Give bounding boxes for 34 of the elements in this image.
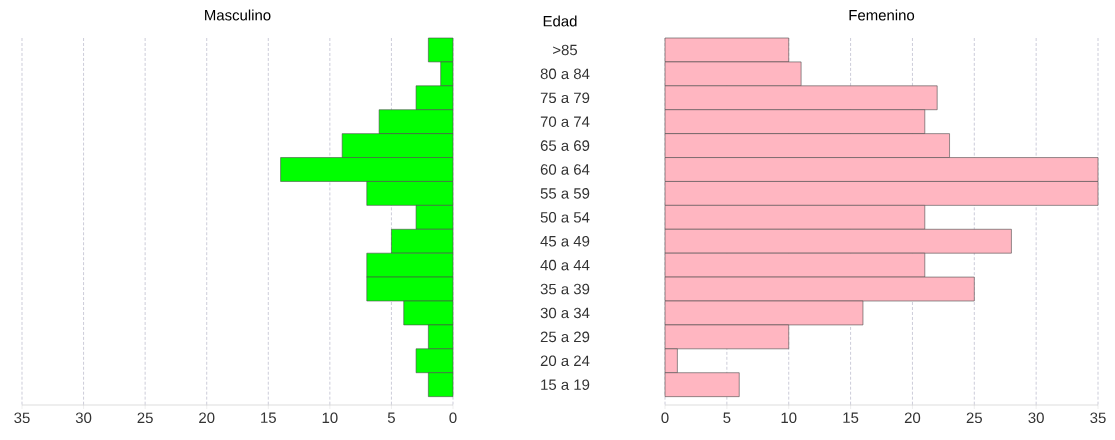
y-tick-label: 55 a 59: [540, 188, 590, 199]
x-tick-label: 0: [449, 412, 457, 424]
x-tick-label: 10: [322, 412, 338, 424]
x-tick-label: 30: [75, 412, 92, 424]
y-tick-label: 20 a 24: [540, 355, 590, 367]
y-tick-label: 70 a 74: [540, 116, 590, 127]
x-tick-label: 0: [661, 412, 669, 424]
y-tick-label: 75 a 79: [540, 92, 590, 104]
y-tick-label: 65 a 69: [540, 140, 590, 151]
y-tick-label: >85: [553, 44, 578, 56]
y-axis-title: Edad: [543, 15, 577, 27]
y-tick-label: 40 a 44: [540, 259, 590, 271]
y-tick-label: 25 a 29: [540, 331, 590, 343]
chart-title: Masculino: [205, 9, 271, 21]
x-tick-label: 5: [387, 412, 395, 423]
y-tick-label: 15 a 19: [541, 379, 590, 390]
y-tick-label: 35 a 39: [540, 283, 590, 295]
x-tick-label: 25: [966, 412, 982, 424]
y-tick-label: 80 a 84: [540, 68, 590, 80]
y-tick-label: 60 a 64: [540, 164, 590, 175]
y-tick-label: 45 a 49: [540, 235, 590, 247]
x-tick-label: 15: [843, 412, 859, 423]
x-tick-label: 20: [199, 412, 215, 424]
x-tick-label: 35: [1090, 412, 1106, 424]
x-tick-label: 25: [137, 412, 153, 424]
y-tick-label: 30 a 34: [540, 307, 590, 319]
x-tick-label: 30: [1028, 412, 1044, 424]
x-tick-label: 15: [261, 412, 276, 423]
chart-title: Femenino: [849, 9, 915, 21]
x-tick-label: 20: [904, 412, 921, 424]
x-tick-label: 35: [14, 412, 30, 424]
x-tick-label: 10: [781, 412, 797, 424]
y-tick-label: 50 a 54: [540, 212, 590, 223]
x-tick-label: 5: [723, 412, 731, 423]
